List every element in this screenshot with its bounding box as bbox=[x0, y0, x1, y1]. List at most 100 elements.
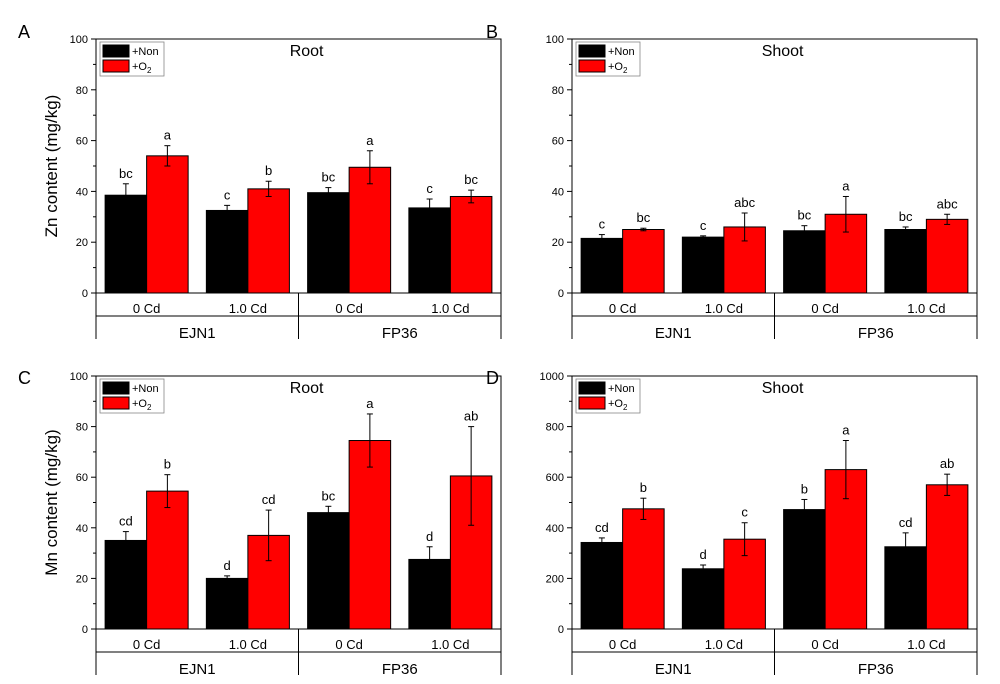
x-tick-label: 1.0 Cd bbox=[229, 301, 267, 316]
x-tick-label: 0 Cd bbox=[133, 637, 160, 652]
chart-title: Root bbox=[290, 380, 324, 397]
chart-title: Root bbox=[290, 43, 324, 60]
x-tick-label: 1.0 Cd bbox=[431, 637, 469, 652]
x-tick-label: 1.0 Cd bbox=[431, 301, 469, 316]
y-tick-label: 60 bbox=[552, 136, 564, 148]
x-tick-label: 0 Cd bbox=[609, 301, 636, 316]
x-tick-label: 1.0 Cd bbox=[229, 637, 267, 652]
significance-letter: c bbox=[700, 218, 707, 233]
significance-letter: bc bbox=[322, 488, 336, 503]
chart-title: Shoot bbox=[762, 43, 804, 60]
legend-label-o2: +O2 bbox=[132, 61, 152, 75]
y-tick-label: 60 bbox=[76, 472, 88, 484]
significance-letter: a bbox=[842, 178, 850, 193]
x-tick-label: 1.0 Cd bbox=[705, 637, 743, 652]
bar bbox=[622, 508, 665, 630]
group-label: FP36 bbox=[382, 661, 418, 678]
bar bbox=[247, 188, 290, 294]
y-tick-label: 20 bbox=[76, 573, 88, 585]
y-tick-label: 60 bbox=[76, 136, 88, 148]
legend-swatch-non bbox=[102, 381, 130, 395]
significance-letter: cd bbox=[262, 492, 276, 507]
legend-swatch-o2 bbox=[102, 59, 130, 73]
legend: +Non +O2 bbox=[99, 41, 165, 77]
y-tick-label: 80 bbox=[552, 85, 564, 97]
y-tick-label: 600 bbox=[546, 472, 564, 484]
significance-letter: bc bbox=[637, 210, 651, 225]
significance-letter: bc bbox=[899, 209, 913, 224]
panel-label: A bbox=[18, 22, 30, 42]
bar bbox=[884, 229, 927, 294]
significance-letter: abc bbox=[734, 195, 755, 210]
significance-letter: c bbox=[224, 187, 231, 202]
group-label: EJN1 bbox=[179, 325, 216, 342]
y-tick-label: 1000 bbox=[540, 371, 564, 383]
legend-label-non: +Non bbox=[608, 46, 635, 58]
group-label: EJN1 bbox=[179, 661, 216, 678]
y-tick-label: 80 bbox=[76, 422, 88, 434]
bar bbox=[580, 237, 624, 294]
significance-letter: c bbox=[599, 217, 606, 232]
significance-letter: d bbox=[224, 558, 231, 573]
bar bbox=[783, 509, 826, 630]
significance-letter: ab bbox=[940, 456, 954, 471]
y-tick-label: 40 bbox=[76, 523, 88, 535]
y-tick-label: 20 bbox=[76, 237, 88, 249]
bar bbox=[146, 490, 189, 630]
bar bbox=[925, 218, 969, 294]
bar bbox=[104, 539, 148, 630]
legend: +Non +O2 bbox=[575, 378, 641, 414]
x-tick-label: 0 Cd bbox=[335, 637, 362, 652]
significance-letter: a bbox=[366, 396, 374, 411]
y-tick-label: 0 bbox=[558, 624, 564, 636]
x-tick-label: 0 Cd bbox=[133, 301, 160, 316]
significance-letter: bc bbox=[322, 170, 336, 185]
significance-letter: cd bbox=[595, 520, 609, 535]
significance-letter: bc bbox=[464, 172, 478, 187]
legend: +Non +O2 bbox=[575, 41, 641, 77]
chart-panel-b: B Shoot 0 20 40 60 80 100 c bc 0 Cd c abc 1.0 Cd bc a 0 … bbox=[486, 22, 978, 342]
y-tick-label: 800 bbox=[546, 422, 564, 434]
bar bbox=[622, 229, 665, 294]
x-tick-label: 0 Cd bbox=[811, 637, 838, 652]
significance-letter: bc bbox=[798, 208, 812, 223]
bar bbox=[783, 230, 826, 294]
significance-letter: c bbox=[426, 181, 433, 196]
legend-label-non: +Non bbox=[132, 46, 159, 58]
group-label: FP36 bbox=[382, 325, 418, 342]
significance-letter: bc bbox=[119, 166, 133, 181]
significance-letter: cd bbox=[119, 514, 133, 529]
x-tick-label: 1.0 Cd bbox=[907, 637, 945, 652]
legend-swatch-o2 bbox=[102, 396, 130, 410]
y-tick-label: 0 bbox=[558, 288, 564, 300]
y-tick-label: 0 bbox=[82, 288, 88, 300]
significance-letter: a bbox=[164, 128, 172, 143]
bar bbox=[580, 541, 624, 630]
y-tick-label: 20 bbox=[552, 237, 564, 249]
bar bbox=[348, 166, 392, 294]
bar bbox=[104, 194, 148, 294]
y-tick-label: 100 bbox=[70, 34, 88, 46]
bar bbox=[205, 577, 249, 630]
x-tick-label: 1.0 Cd bbox=[907, 301, 945, 316]
bar bbox=[205, 209, 249, 294]
significance-letter: ab bbox=[464, 409, 478, 424]
significance-letter: a bbox=[366, 133, 374, 148]
significance-letter: b bbox=[265, 163, 272, 178]
bar bbox=[681, 568, 725, 630]
panel-label: D bbox=[486, 368, 499, 388]
chart-title: Shoot bbox=[762, 380, 804, 397]
bar bbox=[348, 440, 392, 630]
x-tick-label: 1.0 Cd bbox=[705, 301, 743, 316]
significance-letter: b bbox=[801, 481, 808, 496]
chart-panel-d: D Shoot 0 200 400 600 800 1000 cd b 0 Cd d c 1.0 Cd b a… bbox=[486, 368, 978, 678]
group-label: EJN1 bbox=[655, 325, 692, 342]
legend-label-o2: +O2 bbox=[608, 61, 628, 75]
significance-letter: a bbox=[842, 423, 850, 438]
bar bbox=[307, 192, 350, 294]
chart-panel-c: C Root Mn content (mg/kg) 0 20 40 60 80 100 cd b 0 … bbox=[18, 368, 502, 678]
significance-letter: d bbox=[426, 529, 433, 544]
legend-swatch-o2 bbox=[578, 59, 606, 73]
